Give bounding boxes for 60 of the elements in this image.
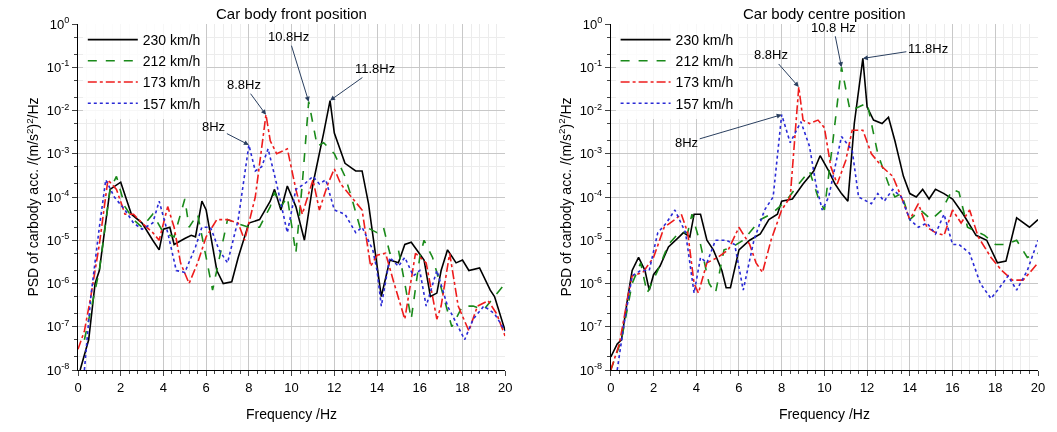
legend-label: 212 km/h [142, 53, 201, 70]
y-tick-label: 10$^{-3}$ [46, 144, 70, 162]
annotation: 11.8Hz [908, 41, 949, 56]
x-tick-label: 2 [649, 379, 658, 395]
annotation: 8Hz [675, 135, 699, 150]
legend-label: 173 km/h [142, 74, 201, 91]
y-tick-label: 10$^{-2}$ [46, 101, 70, 119]
legend-label: 157 km/h [142, 95, 201, 112]
x-axis-title: Frequency /Hz [778, 405, 870, 422]
y-tick-label: 10$^{-8}$ [46, 361, 70, 378]
y-tick-label: 10$^{-7}$ [46, 317, 70, 335]
x-axis-title: Frequency /Hz [246, 405, 338, 422]
annotation: 8.8Hz [227, 77, 261, 92]
y-tick-label: 10$^{-8}$ [579, 361, 603, 378]
x-tick-label: 20 [497, 379, 513, 395]
y-tick-label: 10$^{-7}$ [579, 317, 603, 335]
y-tick-label: 10$^{-1}$ [579, 58, 603, 75]
x-tick-label: 10 [817, 379, 832, 395]
legend-label: 212 km/h [675, 53, 734, 70]
y-tick-label: 10$^{-6}$ [579, 274, 603, 292]
x-tick-label: 0 [74, 379, 82, 395]
legend-label: 173 km/h [675, 74, 734, 91]
x-tick-label: 16 [412, 379, 427, 395]
x-tick-label: 10 [284, 379, 299, 395]
x-tick-label: 8 [245, 379, 253, 395]
x-tick-label: 14 [902, 379, 918, 395]
x-tick-label: 12 [859, 379, 875, 395]
annotation: 8Hz [202, 119, 226, 134]
x-tick-label: 4 [159, 379, 168, 395]
annotation: 11.8Hz [355, 61, 396, 76]
annotation: 10.8 Hz [811, 20, 856, 35]
annotation: 8.8Hz [754, 47, 788, 62]
x-tick-label: 8 [778, 379, 786, 395]
y-tick-label: 10$^{-6}$ [46, 274, 70, 292]
y-tick-label: 10$^{-2}$ [579, 101, 603, 119]
y-tick-label: 10$^{-5}$ [579, 231, 603, 248]
x-tick-label: 18 [988, 379, 1003, 395]
y-tick-label: 10$^{-5}$ [46, 231, 70, 248]
y-tick-label: 10$^{-1}$ [46, 58, 70, 75]
chart-title: Car body centre position [743, 5, 906, 22]
x-tick-label: 16 [945, 379, 960, 395]
y-tick-label: 10$^{-3}$ [579, 144, 603, 162]
x-tick-label: 2 [117, 379, 125, 395]
x-tick-label: 14 [369, 379, 385, 395]
legend-label: 230 km/h [675, 32, 734, 49]
x-tick-label: 12 [327, 379, 342, 395]
y-tick-label: 10$^{0}$ [582, 15, 603, 32]
legend-label: 157 km/h [675, 95, 734, 112]
x-tick-label: 4 [692, 379, 700, 395]
y-tick-label: 10$^{-4}$ [579, 188, 603, 205]
y-tick-label: 10$^{0}$ [49, 15, 70, 32]
annotation: 10.8Hz [268, 29, 310, 44]
x-tick-label: 0 [607, 379, 615, 395]
x-tick-label: 18 [455, 379, 470, 395]
y-tick-label: 10$^{-4}$ [46, 188, 70, 205]
legend-label: 230 km/h [142, 32, 201, 49]
chart-title: Car body front position [216, 5, 367, 22]
x-tick-label: 20 [1030, 379, 1046, 395]
x-tick-label: 6 [202, 379, 210, 395]
x-tick-label: 6 [735, 379, 743, 395]
